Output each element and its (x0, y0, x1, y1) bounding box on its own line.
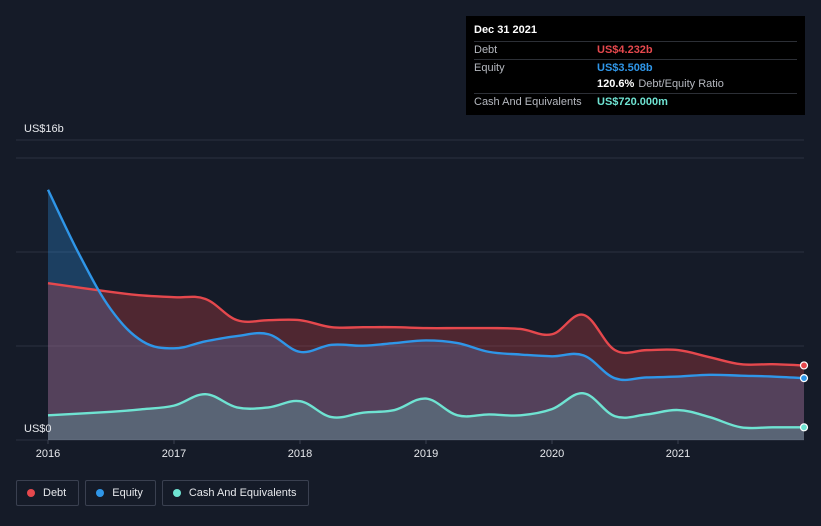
tooltip-equity-label: Equity (474, 61, 505, 74)
legend-debt-label: Debt (43, 487, 67, 499)
y-axis-bottom-label: US$0 (24, 423, 52, 435)
legend-item-debt[interactable]: Debt (16, 480, 80, 506)
tooltip-ratio-sublabel: Debt/Equity Ratio (638, 78, 724, 90)
x-tick-label-2016: 2016 (36, 448, 60, 460)
chart-area: 2016 2017 2018 2019 2020 2021 US$16b US$0 (16, 123, 809, 460)
legend-item-equity[interactable]: Equity (85, 480, 156, 506)
tooltip-debt-label: Debt (474, 44, 498, 56)
cash-and-equivalents-area (48, 393, 804, 440)
debt-endpoint (799, 361, 809, 370)
equity-line (46, 189, 805, 382)
debt-line (47, 281, 805, 367)
legend-cash-label: Cash And Equivalents (188, 487, 297, 499)
tooltip-ratio-value: 120.6% (597, 78, 635, 90)
tooltip-date: Dec 31 2021 (474, 24, 537, 36)
cash-and-equivalents-endpoint (799, 423, 809, 432)
tooltip-ratio-label (474, 76, 597, 93)
legend-item-cash[interactable]: Cash And Equivalents (161, 480, 310, 506)
tooltip-row-cash: Cash And Equivalents US$720.000m (474, 92, 797, 111)
x-tick-label-2021: 2021 (666, 448, 690, 460)
tooltip-row-ratio: 120.6% Debt/Equity Ratio (474, 76, 797, 93)
debt-area (48, 283, 804, 440)
tooltip-cash-value: US$720.000m (597, 95, 668, 108)
equity-area (48, 189, 804, 440)
tooltip-equity-value: US$3.508b (597, 61, 653, 74)
x-tick-label-2020: 2020 (540, 448, 564, 460)
x-tick-label-2018: 2018 (288, 448, 312, 460)
tooltip-row-debt: Debt US$4.232b (474, 41, 797, 59)
tooltip-cash-label: Cash And Equivalents (474, 95, 582, 108)
equity-legend-dot-icon (96, 489, 105, 497)
tooltip-row-equity: Equity US$3.508b (474, 58, 797, 77)
y-axis-top-label: US$16b (24, 123, 64, 135)
legend: Debt Equity Cash And Equivalents (16, 480, 310, 506)
cash-legend-dot-icon (172, 489, 181, 497)
equity-endpoint (799, 374, 809, 383)
x-tick-label-2019: 2019 (414, 448, 438, 460)
cash-and-equivalents-line (47, 392, 804, 430)
x-tick-label-2017: 2017 (162, 448, 186, 460)
tooltip-panel: Dec 31 2021 Debt US$4.232b Equity US$3.5… (466, 16, 805, 115)
legend-equity-label: Equity (112, 487, 143, 499)
debt-legend-dot-icon (27, 489, 35, 497)
tooltip-debt-value: US$4.232b (597, 44, 653, 56)
